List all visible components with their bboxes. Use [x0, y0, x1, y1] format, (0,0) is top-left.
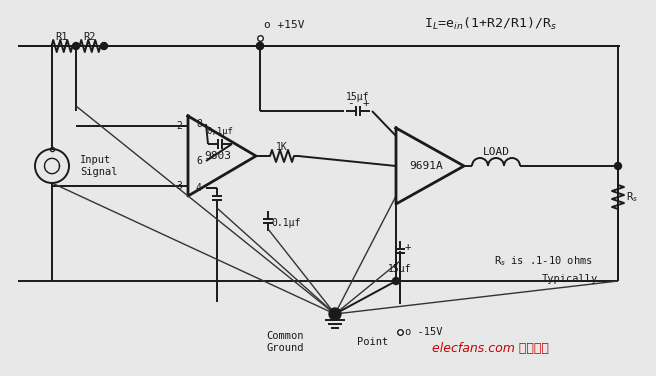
Text: 15μf: 15μf	[346, 92, 370, 102]
Text: 2: 2	[176, 121, 182, 131]
Text: R2: R2	[84, 32, 96, 42]
Text: +: +	[363, 98, 369, 108]
Circle shape	[615, 162, 621, 170]
Text: 15μf: 15μf	[388, 264, 412, 274]
Text: R1: R1	[56, 32, 68, 42]
Text: 0.1μf: 0.1μf	[272, 218, 300, 228]
Text: R$_s$: R$_s$	[626, 190, 638, 204]
Text: o -15V: o -15V	[405, 327, 443, 337]
Text: 9691A: 9691A	[409, 161, 443, 171]
Text: 1K: 1K	[276, 142, 288, 152]
Text: Common
Ground: Common Ground	[266, 331, 304, 353]
Circle shape	[256, 42, 264, 50]
Text: R$_s$ is .1-10 ohms: R$_s$ is .1-10 ohms	[493, 254, 592, 268]
Circle shape	[100, 42, 108, 50]
Text: Input
Signal: Input Signal	[80, 155, 117, 177]
Text: 0,1μf: 0,1μf	[207, 127, 234, 136]
Text: Point: Point	[357, 337, 388, 347]
Circle shape	[329, 308, 341, 320]
Text: elecfans.com 电子烧友: elecfans.com 电子烧友	[432, 341, 548, 355]
Text: +: +	[405, 242, 411, 252]
Circle shape	[392, 277, 400, 285]
Text: -: -	[346, 98, 354, 108]
Text: 9803: 9803	[205, 151, 232, 161]
Text: I$_L$=e$_{in}$(1+R2/R1)/R$_s$: I$_L$=e$_{in}$(1+R2/R1)/R$_s$	[424, 16, 556, 32]
Text: 6: 6	[196, 156, 202, 166]
Text: Typically: Typically	[542, 274, 598, 284]
Text: 3: 3	[176, 181, 182, 191]
Text: o +15V: o +15V	[264, 20, 304, 30]
Text: 4: 4	[196, 183, 202, 193]
Circle shape	[256, 42, 264, 50]
Circle shape	[73, 42, 79, 50]
Text: 8: 8	[196, 119, 202, 129]
Text: LOAD: LOAD	[483, 147, 510, 157]
